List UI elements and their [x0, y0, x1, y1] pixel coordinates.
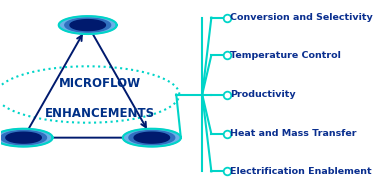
Point	[224, 170, 230, 173]
Polygon shape	[123, 129, 181, 147]
Polygon shape	[0, 129, 53, 147]
Point	[224, 93, 230, 96]
Text: Conversion and Selectivity: Conversion and Selectivity	[230, 13, 373, 22]
Text: ENHANCEMENTS: ENHANCEMENTS	[45, 107, 155, 120]
Text: Heat and Mass Transfer: Heat and Mass Transfer	[230, 129, 357, 138]
Polygon shape	[70, 20, 106, 31]
Point	[224, 132, 230, 135]
Polygon shape	[129, 131, 175, 145]
Polygon shape	[6, 132, 41, 143]
Text: Temperature Control: Temperature Control	[230, 51, 341, 60]
Polygon shape	[134, 132, 170, 143]
Polygon shape	[59, 16, 117, 34]
Polygon shape	[1, 131, 46, 145]
Polygon shape	[65, 18, 110, 32]
Point	[224, 54, 230, 57]
Text: Electrification Enablement: Electrification Enablement	[230, 167, 372, 176]
Text: MICROFLOW: MICROFLOW	[59, 77, 141, 90]
Point	[224, 16, 230, 19]
Text: Productivity: Productivity	[230, 90, 296, 99]
